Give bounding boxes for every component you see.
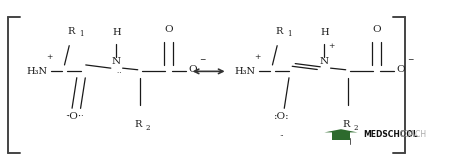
- Text: ·: ·: [65, 112, 68, 120]
- Text: H₃N: H₃N: [235, 67, 255, 76]
- Text: H₃N: H₃N: [27, 67, 48, 76]
- Text: ·: ·: [80, 112, 83, 120]
- Text: +: +: [46, 53, 53, 61]
- Text: R: R: [342, 120, 349, 129]
- Text: :O:: :O:: [274, 112, 290, 121]
- Text: COACH: COACH: [400, 130, 427, 139]
- Text: +: +: [254, 53, 261, 61]
- Text: MEDSCHOOL: MEDSCHOOL: [364, 130, 419, 139]
- Text: 1: 1: [287, 30, 292, 38]
- Text: −: −: [199, 56, 206, 64]
- Text: 2: 2: [354, 124, 358, 132]
- Polygon shape: [324, 129, 357, 132]
- Text: R: R: [276, 27, 283, 36]
- Text: ··: ··: [280, 132, 284, 140]
- Text: 1: 1: [79, 30, 84, 38]
- Text: N: N: [320, 57, 329, 66]
- Text: 2: 2: [146, 124, 150, 132]
- Text: R: R: [134, 120, 141, 129]
- Text: H: H: [112, 28, 121, 37]
- Text: O: O: [164, 25, 173, 34]
- Text: N: N: [112, 57, 121, 66]
- Text: ··: ··: [117, 69, 124, 77]
- Text: R: R: [68, 27, 75, 36]
- Text: H: H: [320, 28, 329, 37]
- Text: O: O: [372, 25, 381, 34]
- Text: +: +: [328, 42, 335, 50]
- Text: −: −: [407, 56, 414, 64]
- Text: ·O·: ·O·: [66, 112, 82, 121]
- Text: O: O: [189, 65, 197, 74]
- Text: O: O: [397, 65, 405, 74]
- FancyBboxPatch shape: [331, 132, 350, 140]
